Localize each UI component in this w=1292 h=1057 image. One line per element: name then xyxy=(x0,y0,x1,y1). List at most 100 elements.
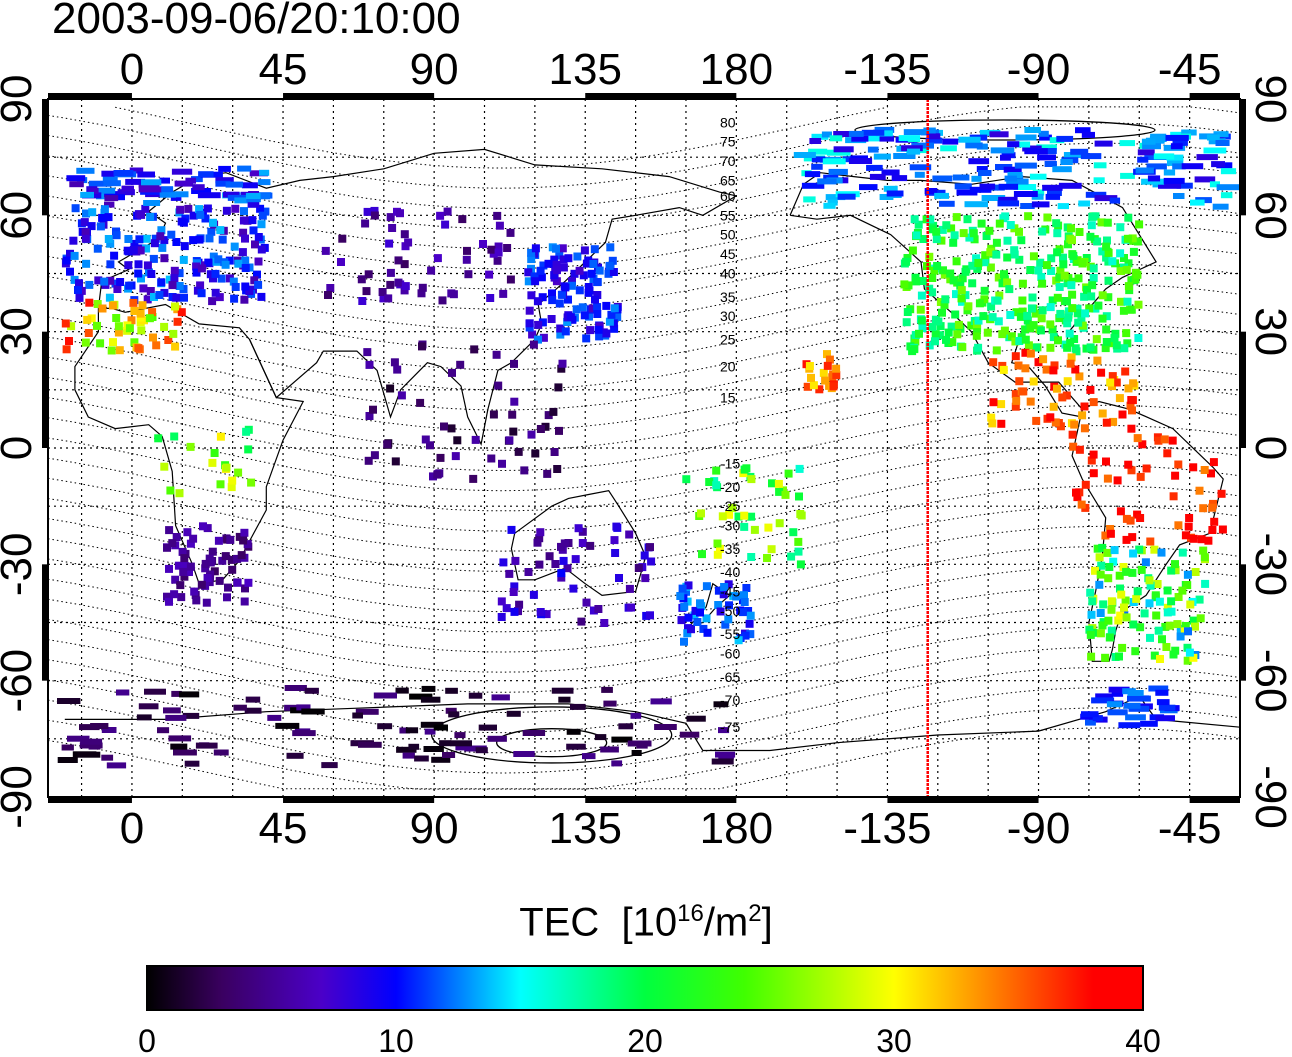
tec-pixel xyxy=(1059,260,1068,269)
tec-pixel xyxy=(414,755,429,762)
lon-tick-label-bottom: 0 xyxy=(120,804,144,853)
tec-pixel xyxy=(352,712,363,719)
tec-pixel xyxy=(1217,489,1226,498)
tec-pixel xyxy=(1086,385,1095,394)
tec-pixel xyxy=(998,279,1007,288)
tec-pixel xyxy=(1115,652,1123,661)
tec-pixel xyxy=(811,163,823,170)
tec-pixel xyxy=(1013,191,1038,197)
tec-pixel xyxy=(584,283,593,291)
tec-pixel xyxy=(552,260,561,269)
tec-pixel xyxy=(96,339,105,348)
tec-pixel xyxy=(1087,292,1096,301)
tec-pixel xyxy=(1007,141,1020,148)
tec-pixel xyxy=(507,525,516,534)
tec-pixel xyxy=(197,580,206,589)
tec-pixel xyxy=(986,184,1005,191)
tec-pixel xyxy=(511,556,520,565)
tec-pixel xyxy=(1125,714,1146,721)
contour-label: -15 xyxy=(720,456,740,472)
tec-pixel xyxy=(1031,201,1050,208)
tec-pixel xyxy=(1128,568,1137,577)
tec-pixel xyxy=(832,364,841,373)
tec-pixel xyxy=(631,750,642,756)
tec-pixel xyxy=(1131,647,1140,656)
tec-pixel xyxy=(458,215,467,224)
tec-pixel xyxy=(550,448,559,456)
tec-pixel xyxy=(1098,621,1107,630)
tec-pixel xyxy=(949,238,958,247)
tec-pixel xyxy=(386,213,395,222)
tec-pixel xyxy=(940,145,957,152)
contour-label: 40 xyxy=(720,266,736,282)
tec-pixel xyxy=(718,727,730,734)
tec-pixel xyxy=(245,696,261,703)
tec-pixel xyxy=(1067,353,1076,362)
tec-pixel xyxy=(448,711,460,718)
tec-pixel xyxy=(400,230,409,239)
tec-pixel xyxy=(1166,154,1184,161)
tec-pixel xyxy=(909,164,932,171)
tec-pixel xyxy=(218,165,231,172)
tec-pixel xyxy=(1119,140,1135,147)
tec-pixel xyxy=(228,565,237,574)
tec-pixel xyxy=(241,256,250,265)
tec-pixel xyxy=(1091,697,1115,704)
tec-pixel xyxy=(1124,259,1133,268)
tec-pixel xyxy=(774,479,783,488)
tec-pixel xyxy=(998,330,1007,339)
tec-pixel xyxy=(1135,220,1144,229)
tec-pixel xyxy=(180,293,188,302)
tec-pixel xyxy=(1173,620,1182,629)
tec-pixel xyxy=(1174,521,1183,530)
lat-tick-label-right: -90 xyxy=(1246,765,1292,829)
tec-pixel xyxy=(163,592,171,601)
tec-pixel xyxy=(610,324,619,333)
tec-pixel xyxy=(946,269,955,278)
tec-pixel xyxy=(1038,306,1047,315)
tec-pixel xyxy=(379,294,388,303)
tec-pixel xyxy=(833,131,854,137)
tec-pixel xyxy=(811,133,829,140)
tec-pixel xyxy=(1015,134,1037,141)
tec-pixel xyxy=(1122,567,1131,576)
tec-pixel xyxy=(135,235,144,244)
tec-pixel xyxy=(441,220,450,229)
tec-pixel xyxy=(1046,320,1055,329)
tec-pixel xyxy=(385,239,394,248)
tec-pixel xyxy=(1169,650,1178,659)
tec-pixel xyxy=(1102,253,1111,262)
tec-pixel xyxy=(747,512,756,521)
tec-pixel xyxy=(386,384,395,393)
tec-pixel xyxy=(1056,266,1065,275)
tec-pixel xyxy=(1127,695,1151,702)
mag-contour xyxy=(47,122,1241,209)
border-bar-bottom xyxy=(1189,798,1240,803)
tec-pixel xyxy=(1085,719,1096,726)
tec-pixel xyxy=(400,260,409,269)
tec-pixel xyxy=(794,547,803,556)
tec-pixel xyxy=(106,260,115,269)
tec-pixel xyxy=(1066,338,1075,347)
tec-pixel xyxy=(1155,689,1169,696)
tec-pixel xyxy=(394,256,403,265)
tec-pixel xyxy=(137,326,146,335)
contour-label: 70 xyxy=(720,153,736,169)
tec-pixel xyxy=(1123,702,1141,709)
tec-pixel xyxy=(250,276,259,285)
tec-pixel xyxy=(630,712,642,719)
mag-contour xyxy=(47,162,1241,250)
lon-tick-label-top: 45 xyxy=(259,45,308,94)
tec-pixel xyxy=(928,274,937,282)
tec-pixel xyxy=(724,615,733,624)
tec-pixel xyxy=(70,251,79,260)
tec-pixel xyxy=(163,543,171,552)
tec-pixel xyxy=(746,611,755,620)
tec-pixel xyxy=(1118,722,1141,729)
tec-pixel xyxy=(524,277,533,286)
tec-pixel xyxy=(138,186,162,193)
tec-pixel xyxy=(1163,177,1185,184)
tec-pixel xyxy=(180,242,189,251)
tec-pixel xyxy=(1064,313,1073,322)
contour-label: 35 xyxy=(720,289,736,305)
